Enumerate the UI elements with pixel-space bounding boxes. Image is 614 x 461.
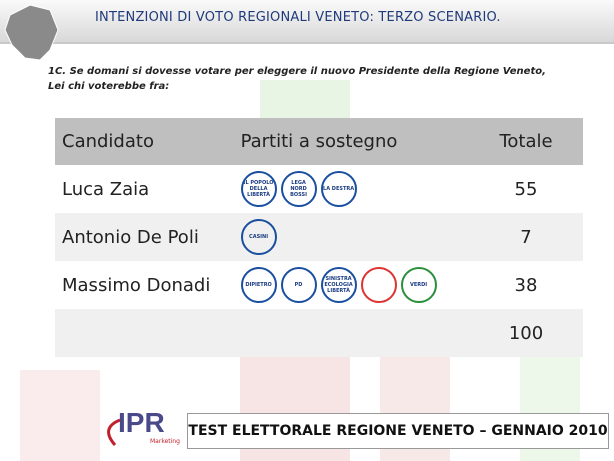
column-header: Totale	[469, 118, 583, 165]
candidate: Antonio De Poli	[55, 213, 234, 261]
party-logo: DIPIETRO	[240, 267, 277, 303]
footer: TEST ELETTORALE REGIONE VENETO – GENNAIO…	[187, 413, 609, 449]
party-logo: CASINI	[240, 219, 277, 255]
party-logo: SINISTRA ECOLOGIA LIBERTÀ	[320, 267, 357, 303]
column-header: Candidato	[55, 118, 234, 165]
question: 1C. Se domani si dovesse votare per eleg…	[48, 64, 546, 94]
logo-sub: Marketing	[150, 438, 180, 445]
question-line: 1C. Se domani si dovesse votare per eleg…	[48, 66, 546, 77]
parties: DIPIETRO PDSINISTRA ECOLOGIA LIBERTÀ VERDI	[233, 261, 469, 309]
candidate: Massimo Donadi	[55, 261, 234, 309]
total: 7	[469, 213, 583, 261]
total: 38	[469, 261, 583, 309]
column-header: Partiti a sostegno	[233, 118, 469, 165]
row: 100	[55, 309, 583, 357]
party-logo: VERDI	[400, 267, 437, 303]
row: Luca Zaia IL POPOLO DELLA LIBERTÀLEGA NOR…	[55, 165, 583, 213]
title: INTENZIONI DI VOTO REGIONALI VENETO: TER…	[95, 10, 501, 25]
candidate: Luca Zaia	[55, 165, 234, 213]
total: 100	[469, 309, 583, 357]
party-logo: LA DESTRA	[320, 171, 357, 207]
header-row: Candidato Partiti a sostegno Totale	[55, 118, 583, 165]
party-logo: IL POPOLO DELLA LIBERTÀ	[240, 171, 277, 207]
party-logo	[360, 267, 397, 303]
logo: IPR	[118, 407, 165, 438]
row: Massimo Donadi DIPIETRO PDSINISTRA ECOLOGI…	[55, 261, 583, 309]
total: 55	[469, 165, 583, 213]
row: Antonio De Poli CASINI 7	[55, 213, 583, 261]
results-table: Candidato Partiti a sostegno Totale Luca Za…	[55, 118, 583, 357]
parties: IL POPOLO DELLA LIBERTÀLEGA NORD BOSSILA…	[233, 165, 469, 213]
parties: CASINI	[233, 213, 469, 261]
question-line: Lei chi voterebbe fra:	[48, 81, 170, 92]
parties	[233, 309, 469, 357]
candidate	[55, 309, 234, 357]
party-logo: PD	[280, 267, 317, 303]
party-logo: LEGA NORD BOSSI	[280, 171, 317, 207]
